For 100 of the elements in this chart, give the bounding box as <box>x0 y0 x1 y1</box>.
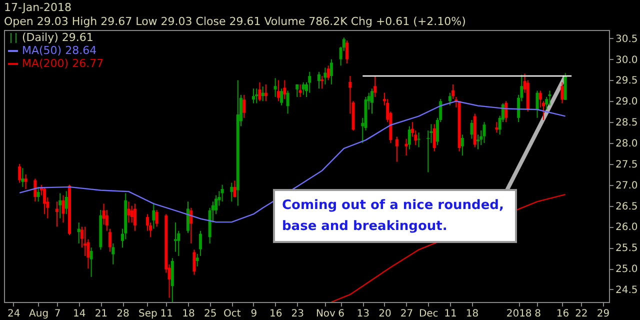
candlestick <box>36 186 40 202</box>
x-tick-label: 7 <box>54 308 61 320</box>
candlestick <box>258 82 262 102</box>
candlestick <box>112 242 115 265</box>
candlestick <box>280 88 284 106</box>
candlestick <box>127 201 130 223</box>
candlestick <box>346 40 349 64</box>
candlestick <box>43 186 46 215</box>
y-tick-label: 25.0 <box>616 264 638 276</box>
candlestick <box>220 184 224 202</box>
candlestick <box>152 203 156 230</box>
annotation: Coming out of a nice rounded, base and breakingout. <box>282 198 504 234</box>
x-tick-label: 16 <box>269 308 282 320</box>
chart-subtitle: Open 29.03 High 29.67 Low 29.03 Close 29.61 Volume 786.2K Chg +0.61 (+2.10%) <box>4 15 466 28</box>
x-tick-label: 11 <box>444 308 457 320</box>
candlestick <box>230 182 234 202</box>
x-tick-label: 9 <box>250 308 258 320</box>
x-tick-label: 20 <box>378 308 392 320</box>
candlestick <box>24 174 28 190</box>
x-tick-label: 27 <box>400 308 414 320</box>
candlestick <box>326 65 330 81</box>
x-tick-label: 24 <box>7 308 20 320</box>
candlestick <box>64 190 68 215</box>
candlestick <box>448 92 452 106</box>
candlestick <box>495 122 498 134</box>
candlestick <box>432 124 436 152</box>
x-tick-label: 13 <box>356 308 370 320</box>
candlestick <box>460 134 464 156</box>
x-tick-label: Oct <box>224 308 241 320</box>
x-tick-label: 25 <box>204 308 217 320</box>
candlestick <box>308 71 312 94</box>
y-tick-label: 24.5 <box>616 284 638 296</box>
candlestick <box>296 84 299 98</box>
x-tick-label: 18 <box>466 308 479 320</box>
candlestick <box>408 126 411 150</box>
candlestick <box>261 86 264 102</box>
y-tick-label: 25.5 <box>616 243 638 254</box>
candlestick <box>186 201 190 234</box>
candlestick <box>34 178 37 202</box>
x-tick-label: 11 <box>160 308 174 320</box>
y-tick-label: 27.0 <box>616 180 638 192</box>
y-tick-label: 28.0 <box>616 138 638 150</box>
y-tick-label: 26.0 <box>616 222 638 234</box>
candlestick <box>84 226 87 256</box>
legend-label: MA(50) 28.64 <box>22 44 97 57</box>
candlestick <box>255 88 258 104</box>
candlestick <box>482 122 486 144</box>
candlestick <box>108 228 112 252</box>
candlestick <box>374 76 377 98</box>
candlestick <box>56 201 59 228</box>
y-tick-label: 26.5 <box>616 201 638 212</box>
candlestick <box>174 222 178 252</box>
candlestick <box>452 84 455 100</box>
x-tick-label: 2018 <box>506 308 532 320</box>
x-tick-label: 8 <box>534 308 541 320</box>
candlestick <box>395 136 398 162</box>
legend-label: MA(200) 26.77 <box>22 57 104 70</box>
candlestick <box>298 84 302 98</box>
legend-label: (Daily) 29.61 <box>22 31 94 44</box>
y-tick-label: 29.5 <box>616 76 638 87</box>
candlestick <box>324 67 327 85</box>
candlestick <box>18 163 22 184</box>
x-tick-label: 28 <box>116 308 130 320</box>
candlestick <box>58 192 62 219</box>
candlestick <box>536 90 539 118</box>
chart-title: 17-Jan-2018 <box>4 1 72 14</box>
y-tick-label: 28.5 <box>616 118 638 129</box>
candlestick <box>504 100 508 123</box>
x-tick-label: Dec <box>418 308 438 320</box>
candlestick <box>317 71 320 90</box>
y-tick-label: 27.5 <box>616 159 638 170</box>
candlestick <box>264 84 268 102</box>
candlestick <box>130 205 134 223</box>
x-tick-label: Aug <box>29 308 49 320</box>
candlestick <box>283 80 286 100</box>
y-tick-label: 30.0 <box>616 54 638 66</box>
x-tick-label: 21 <box>94 308 108 320</box>
candlestick <box>90 247 93 278</box>
candlestick <box>62 194 65 223</box>
candlestick <box>252 88 255 104</box>
candlestick <box>404 138 408 156</box>
candlestick <box>320 76 324 90</box>
x-tick-label: Nov <box>316 308 336 320</box>
candlestick <box>198 230 202 256</box>
x-tick-label: 29 <box>596 308 610 320</box>
candlestick <box>274 78 277 98</box>
candlestick <box>302 82 305 96</box>
candlestick <box>476 134 480 150</box>
candlestick <box>233 180 236 198</box>
candlestick <box>192 249 196 276</box>
candlestick <box>196 253 199 267</box>
candlestick <box>242 94 246 118</box>
candlestick <box>276 80 280 102</box>
candlestick <box>370 88 374 114</box>
candlestick <box>548 90 552 106</box>
x-tick-label: 18 <box>182 308 195 320</box>
x-tick-label: 22 <box>575 308 588 320</box>
x-tick-label: 14 <box>72 308 86 320</box>
candlestick <box>77 222 80 244</box>
x-tick-label: 6 <box>338 308 344 320</box>
